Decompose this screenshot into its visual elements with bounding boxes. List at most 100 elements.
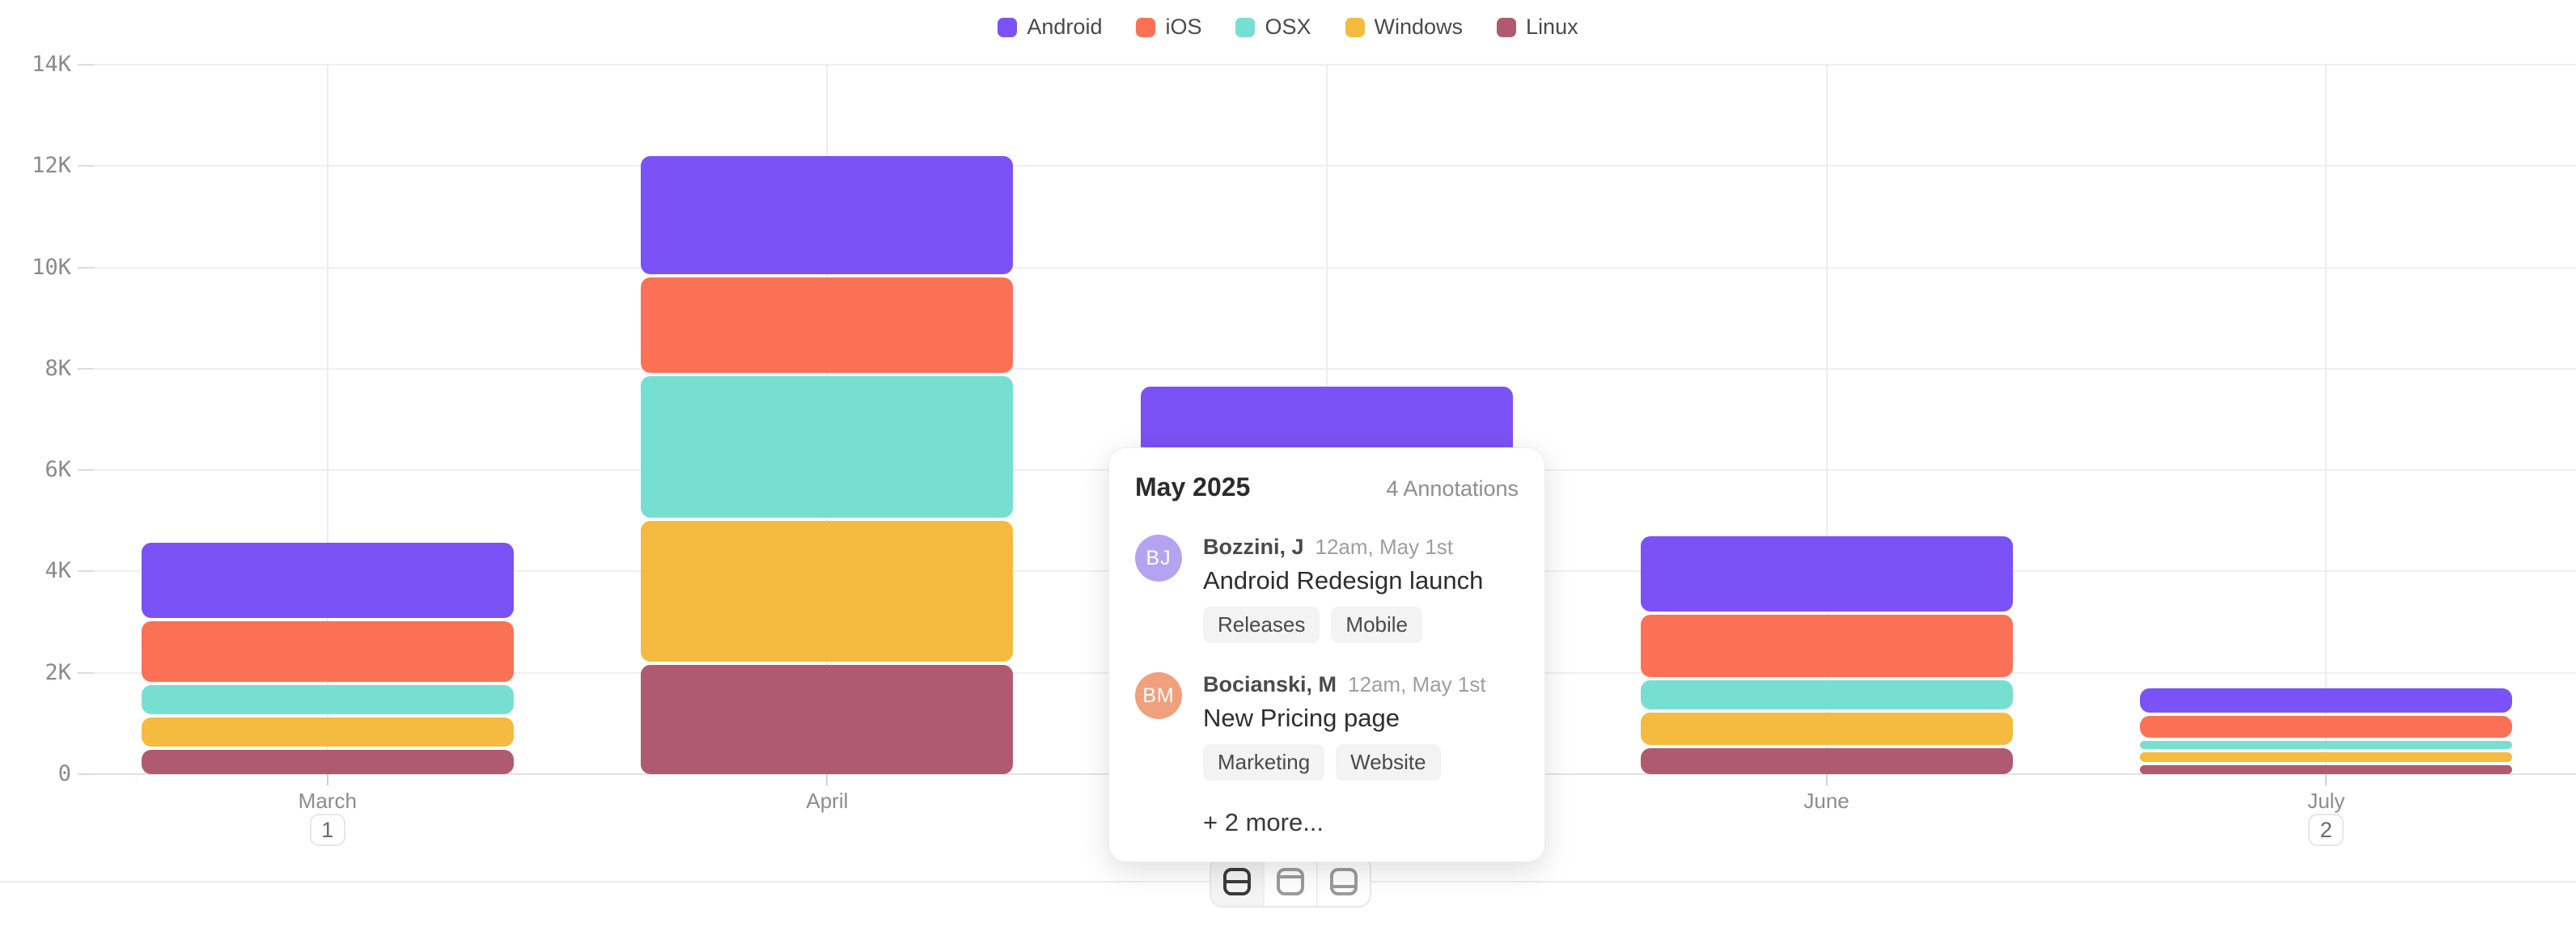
x-axis-tick bbox=[1825, 774, 1828, 785]
legend-label: OSX bbox=[1265, 15, 1311, 39]
bar-segment-android-july[interactable] bbox=[2140, 688, 2513, 713]
windows-swatch-icon bbox=[1345, 17, 1365, 37]
annotation-item[interactable]: BM Bocianski, M 12am, May 1st New Pricin… bbox=[1135, 672, 1519, 781]
y-axis-label: 12K bbox=[32, 153, 71, 179]
tooltip-annotation-count: 4 Annotations bbox=[1386, 476, 1519, 501]
x-axis-tick bbox=[326, 774, 328, 785]
bar-segment-windows-april[interactable] bbox=[641, 520, 1014, 662]
tooltip-header: May 2025 4 Annotations bbox=[1135, 472, 1519, 502]
x-axis-label-march: March bbox=[298, 789, 357, 813]
bar-segment-osx-april[interactable] bbox=[641, 376, 1014, 518]
x-axis-label-april: April bbox=[806, 789, 849, 813]
bar-segment-windows-march[interactable] bbox=[141, 717, 514, 747]
bar-segment-android-april[interactable] bbox=[641, 155, 1014, 275]
panel-top-view-button[interactable] bbox=[1263, 857, 1316, 906]
tag-chip[interactable]: Marketing bbox=[1203, 744, 1325, 781]
y-axis-label: 10K bbox=[32, 254, 71, 280]
annotation-body: Bozzini, J 12am, May 1st Android Redesig… bbox=[1203, 535, 1483, 643]
annotation-item[interactable]: BJ Bozzini, J 12am, May 1st Android Rede… bbox=[1135, 535, 1519, 643]
stacked-bar-july[interactable] bbox=[2140, 688, 2513, 774]
annotation-meta: Bozzini, J 12am, May 1st bbox=[1203, 535, 1483, 560]
tag-chip[interactable]: Mobile bbox=[1331, 607, 1422, 643]
avatar: BJ bbox=[1135, 535, 1182, 582]
bar-segment-android-march[interactable] bbox=[141, 543, 514, 619]
tag-chip[interactable]: Website bbox=[1336, 744, 1441, 781]
annotation-text: Android Redesign launch bbox=[1203, 566, 1484, 595]
linux-swatch-icon bbox=[1497, 17, 1517, 37]
legend-label: Android bbox=[1027, 15, 1103, 39]
bar-segment-windows-june[interactable] bbox=[1640, 713, 2013, 746]
annotation-tags: Releases Mobile bbox=[1203, 607, 1483, 643]
show-more-annotations-link[interactable]: + 2 more... bbox=[1203, 808, 1324, 836]
panel-bottom-icon bbox=[1330, 868, 1358, 895]
y-axis-tick bbox=[78, 671, 94, 674]
legend-label: Windows bbox=[1374, 15, 1464, 39]
bar-segment-android-june[interactable] bbox=[1640, 535, 2013, 612]
bar-segment-osx-june[interactable] bbox=[1640, 680, 2013, 710]
annotation-text: New Pricing page bbox=[1203, 704, 1400, 732]
annotation-timestamp: 12am, May 1st bbox=[1315, 535, 1454, 559]
legend-item-linux[interactable]: Linux bbox=[1497, 15, 1578, 40]
x-axis-tick bbox=[826, 774, 828, 785]
osx-swatch-icon bbox=[1235, 17, 1256, 37]
y-axis-label: 8K bbox=[44, 355, 71, 381]
y-axis-tick bbox=[78, 773, 94, 775]
y-axis-label: 2K bbox=[44, 659, 71, 685]
bar-segment-ios-june[interactable] bbox=[1640, 614, 2013, 678]
bar-segment-linux-july[interactable] bbox=[2140, 765, 2513, 774]
legend-item-ios[interactable]: iOS bbox=[1136, 15, 1201, 40]
y-axis-tick bbox=[78, 570, 94, 573]
annotation-tags: Marketing Website bbox=[1203, 744, 1486, 781]
legend-label: Linux bbox=[1526, 15, 1578, 39]
split-rows-icon bbox=[1223, 868, 1251, 895]
ios-swatch-icon bbox=[1136, 17, 1156, 37]
bar-segment-linux-march[interactable] bbox=[141, 749, 514, 774]
bar-segment-linux-april[interactable] bbox=[641, 665, 1014, 774]
annotation-count-badge-march[interactable]: 1 bbox=[309, 814, 345, 846]
view-switcher bbox=[1210, 856, 1371, 908]
legend-label: iOS bbox=[1165, 15, 1202, 39]
legend-item-osx[interactable]: OSX bbox=[1235, 15, 1311, 40]
chart-legend: Android iOS OSX Windows Linux bbox=[0, 15, 2576, 40]
x-gridline bbox=[326, 65, 328, 774]
x-axis-tick bbox=[2325, 774, 2328, 785]
stacked-bar-march[interactable] bbox=[141, 543, 514, 774]
annotations-tooltip: May 2025 4 Annotations BJ Bozzini, J 12a… bbox=[1108, 447, 1545, 862]
y-axis-tick bbox=[78, 266, 94, 269]
x-axis-label-july: July bbox=[2307, 789, 2345, 813]
bar-segment-osx-july[interactable] bbox=[2140, 741, 2513, 750]
x-axis-label-june: June bbox=[1803, 789, 1849, 813]
bar-segment-ios-july[interactable] bbox=[2140, 715, 2513, 739]
annotation-author: Bocianski, M bbox=[1203, 672, 1337, 696]
y-axis-label: 6K bbox=[44, 457, 71, 483]
y-axis-label: 14K bbox=[32, 52, 71, 77]
annotation-timestamp: 12am, May 1st bbox=[1348, 672, 1486, 696]
y-axis-label: 4K bbox=[44, 558, 71, 584]
tooltip-title: May 2025 bbox=[1135, 472, 1251, 502]
stacked-bar-april[interactable] bbox=[641, 155, 1014, 774]
legend-item-android[interactable]: Android bbox=[998, 15, 1102, 40]
avatar: BM bbox=[1135, 672, 1182, 719]
split-rows-view-button[interactable] bbox=[1211, 857, 1263, 906]
tag-chip[interactable]: Releases bbox=[1203, 607, 1320, 643]
x-gridline bbox=[2325, 65, 2328, 774]
bar-segment-osx-march[interactable] bbox=[141, 684, 514, 714]
bar-segment-ios-april[interactable] bbox=[641, 277, 1014, 374]
annotation-count-badge-july[interactable]: 2 bbox=[2308, 814, 2345, 846]
y-axis-tick bbox=[78, 165, 94, 167]
y-axis-tick bbox=[78, 469, 94, 472]
y-axis-tick bbox=[78, 367, 94, 370]
android-swatch-icon bbox=[998, 17, 1018, 37]
annotation-author: Bozzini, J bbox=[1203, 535, 1304, 559]
annotation-body: Bocianski, M 12am, May 1st New Pricing p… bbox=[1203, 672, 1486, 781]
stacked-bar-june[interactable] bbox=[1640, 535, 2013, 774]
panel-bottom-view-button[interactable] bbox=[1316, 857, 1370, 906]
bar-segment-linux-june[interactable] bbox=[1640, 748, 2013, 774]
x-gridline bbox=[1825, 65, 1828, 774]
y-axis-tick bbox=[78, 64, 94, 66]
annotation-meta: Bocianski, M 12am, May 1st bbox=[1203, 672, 1486, 697]
legend-item-windows[interactable]: Windows bbox=[1345, 15, 1464, 40]
bar-segment-windows-july[interactable] bbox=[2140, 752, 2513, 763]
bar-segment-ios-march[interactable] bbox=[141, 621, 514, 682]
